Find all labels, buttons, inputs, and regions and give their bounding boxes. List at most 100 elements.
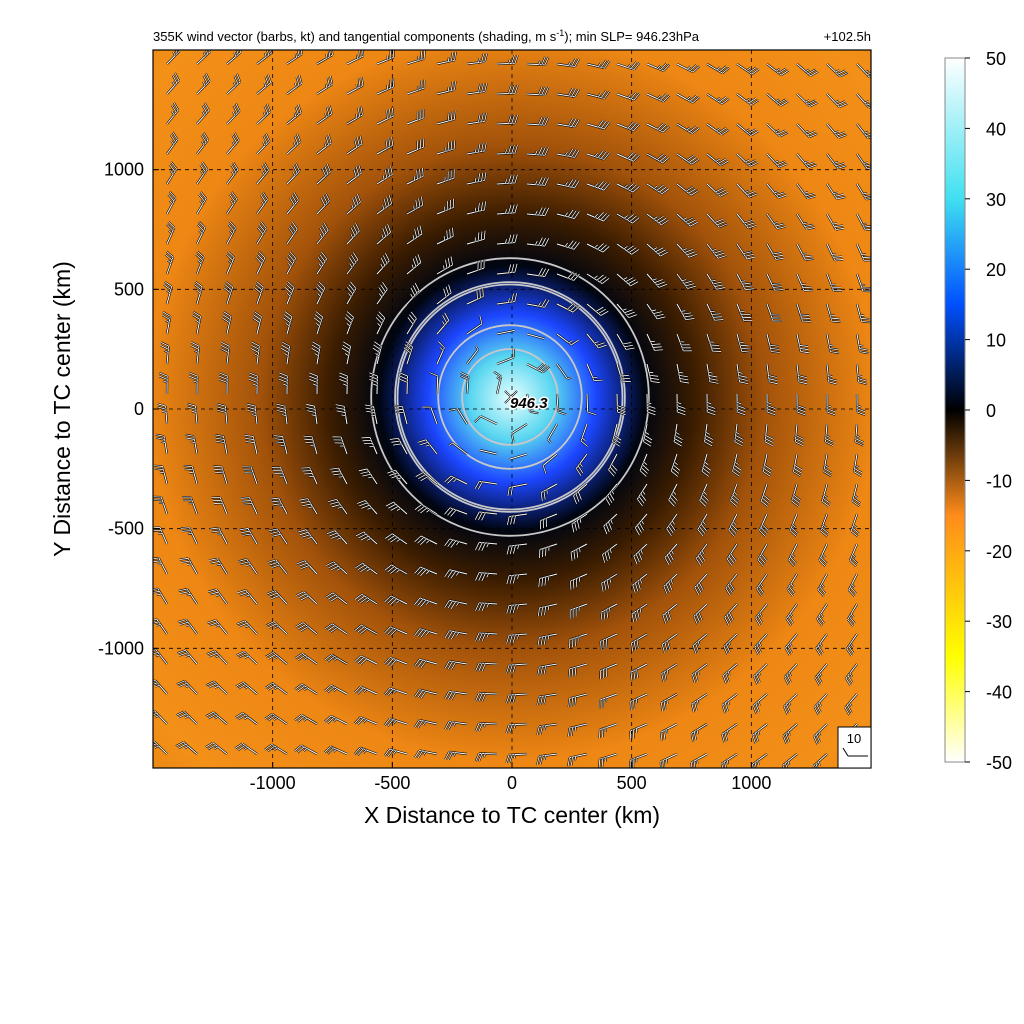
wind-barb — [443, 506, 468, 518]
wind-barb — [675, 393, 686, 416]
wind-barb — [556, 118, 580, 129]
wind-barb — [280, 341, 291, 365]
y-tick-label: 500 — [114, 279, 144, 299]
wind-barb — [705, 333, 722, 353]
wind-barb — [474, 601, 498, 612]
wind-barb — [436, 198, 455, 216]
wind-barb — [417, 438, 438, 455]
wind-barb — [676, 303, 695, 321]
wind-barb — [855, 243, 871, 262]
wind-barb — [354, 562, 378, 575]
wind-barb — [629, 722, 648, 740]
wind-barb — [703, 423, 714, 447]
wind-barb — [629, 752, 648, 768]
wind-barb — [676, 93, 700, 104]
wind-barb — [604, 483, 618, 506]
wind-barb — [214, 434, 229, 455]
wind-barb — [645, 363, 660, 384]
wind-barb — [256, 103, 272, 125]
wind-barb — [248, 371, 259, 395]
wind-barb — [736, 183, 758, 199]
wind-barb — [556, 240, 581, 251]
wind-barb — [166, 50, 181, 65]
wind-barb — [506, 482, 528, 497]
wind-barb — [234, 742, 258, 755]
wind-barb — [226, 73, 242, 95]
wind-barb — [815, 633, 828, 657]
wind-barb — [335, 403, 349, 425]
wind-barb — [630, 633, 648, 652]
wind-barb — [239, 527, 258, 545]
wind-barb — [675, 333, 692, 352]
wind-barb — [598, 722, 618, 739]
wind-barb — [211, 496, 229, 515]
wind-barb — [436, 110, 457, 126]
wind-barb — [855, 363, 868, 386]
wind-barb — [192, 310, 202, 335]
wind-barb — [526, 146, 550, 157]
wind-barb — [346, 135, 363, 155]
wind-barb — [764, 423, 774, 447]
wind-barb — [496, 114, 519, 126]
wind-barb — [235, 681, 258, 695]
wind-barb — [783, 693, 798, 715]
wind-barb — [821, 483, 831, 508]
radius-circle — [396, 283, 624, 511]
wind-barb — [826, 63, 849, 78]
wind-barb — [634, 513, 648, 536]
wind-barb — [751, 723, 768, 744]
wind-barb — [493, 370, 503, 395]
wind-barb — [795, 303, 812, 323]
wind-barb — [505, 572, 528, 585]
wind-barb — [856, 153, 871, 170]
wind-barb — [244, 434, 259, 455]
wind-barb — [822, 453, 833, 477]
wind-barb — [325, 560, 348, 575]
chart-title: 355K wind vector (barbs, kt) and tangent… — [153, 28, 700, 44]
wind-barb — [295, 590, 318, 605]
wind-barb — [825, 303, 841, 323]
wind-barb — [766, 63, 790, 76]
wind-barb — [599, 632, 618, 650]
wind-barb — [308, 371, 319, 395]
wind-barb — [436, 169, 456, 186]
wind-barb — [695, 543, 708, 567]
wind-barb — [210, 527, 228, 545]
wind-barb — [384, 532, 408, 545]
wind-barb — [586, 273, 610, 285]
wind-barb — [466, 53, 488, 66]
wind-barb — [466, 315, 483, 335]
wind-barb — [636, 483, 648, 507]
wind-barb — [766, 183, 787, 199]
wind-barb — [844, 693, 858, 716]
wind-barb — [406, 254, 422, 275]
wind-barb — [721, 723, 738, 743]
wind-barb — [569, 602, 588, 619]
wind-barb — [646, 92, 671, 103]
wind-barb — [376, 78, 395, 96]
wind-barb — [796, 153, 818, 169]
wind-barb — [178, 588, 198, 605]
colorbar-tick-label: -20 — [986, 542, 1012, 562]
wind-barb — [406, 282, 420, 305]
wind-barb — [598, 752, 618, 768]
wind-barb — [698, 483, 710, 508]
wind-barb — [547, 423, 558, 444]
wind-barb — [855, 273, 871, 293]
wind-barb — [376, 281, 389, 305]
wind-barb — [736, 63, 760, 76]
wind-barb — [706, 63, 730, 75]
wind-barb — [234, 712, 258, 725]
wind-barb — [851, 483, 861, 508]
wind-barb — [646, 153, 670, 164]
wind-barb — [188, 371, 199, 395]
wind-barb — [615, 363, 631, 383]
wind-barb — [662, 573, 678, 595]
wind-barb — [510, 423, 528, 443]
wind-barb — [539, 512, 558, 530]
wind-barb — [794, 423, 805, 447]
wind-barb — [782, 753, 798, 768]
wind-barbs — [153, 50, 871, 768]
wind-barb — [346, 76, 364, 95]
wind-barb — [659, 753, 678, 768]
